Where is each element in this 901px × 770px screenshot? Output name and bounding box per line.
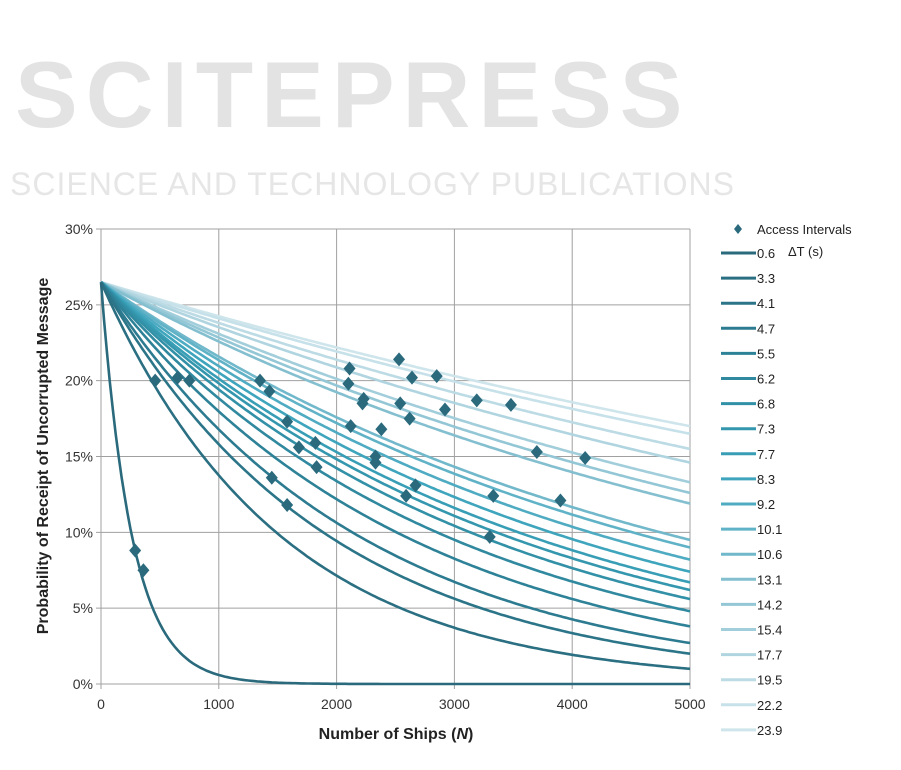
scatter-point	[344, 419, 357, 434]
series-line-3.3	[99, 281, 691, 671]
scatter-point	[357, 391, 370, 406]
series-line-6.2	[100, 281, 691, 613]
legend-label-4.7: 4.7	[757, 321, 775, 336]
scatter-point	[171, 370, 184, 385]
scatter-point	[263, 384, 276, 399]
legend-label-6.8: 6.8	[757, 397, 775, 412]
series-line-8.3	[100, 281, 691, 574]
legend-label-7.3: 7.3	[757, 422, 775, 437]
scatter-point	[375, 422, 388, 437]
scatter-point	[409, 478, 422, 493]
scatter-point	[554, 493, 567, 508]
series-line-4.1	[99, 281, 691, 655]
y-axis-label: Probability of Receipt of Uncorrupted Me…	[35, 278, 52, 635]
series-line-7.7	[100, 281, 691, 584]
scatter-point	[369, 455, 382, 470]
legend-label-14.2: 14.2	[757, 597, 782, 612]
y-tick-label: 25%	[65, 297, 93, 313]
scatter-point	[530, 444, 543, 459]
legend-label-13.1: 13.1	[757, 572, 782, 587]
scatter-point	[281, 414, 294, 429]
scatter-point	[438, 402, 451, 417]
legend-label-10.1: 10.1	[757, 522, 782, 537]
scatter-point	[483, 529, 496, 544]
series-line-4.7	[99, 281, 691, 645]
scatter-point	[265, 470, 278, 485]
series-line-6.8	[100, 281, 691, 601]
legend-label-5.5: 5.5	[757, 346, 775, 361]
scatter-point	[504, 397, 517, 412]
y-tick-label: 30%	[65, 221, 93, 237]
x-tick-label: 4000	[557, 696, 588, 712]
legend-label-15.4: 15.4	[757, 623, 782, 638]
x-axis-label: Number of Ships (N)	[319, 726, 474, 743]
watermark-subtitle: SCIENCE AND TECHNOLOGY PUBLICATIONS	[10, 166, 735, 202]
scatter-point	[579, 451, 592, 466]
scatter-point	[405, 370, 418, 385]
legend-label-4.1: 4.1	[757, 296, 775, 311]
series-line-10.1	[100, 281, 691, 549]
series-line-22.2	[100, 280, 691, 435]
tick-labels: 0% 5% 10% 15% 20% 25% 30% 0 1000 2000 3000 4000 5000	[65, 221, 706, 712]
watermark-title: SCITEPRESS	[15, 42, 691, 147]
legend-label-10.6: 10.6	[757, 547, 782, 562]
series-line-9.2	[100, 281, 691, 561]
series-line-7.3	[100, 281, 691, 592]
series-line-10.6	[100, 281, 691, 542]
scatter-point	[394, 396, 407, 411]
legend-label-access-intervals: Access Intervals	[757, 222, 852, 237]
series-line-13.1	[100, 280, 691, 505]
legend-label-23.9: 23.9	[757, 723, 782, 738]
scatter-point	[292, 440, 305, 455]
x-tick-label: 1000	[203, 696, 234, 712]
y-tick-label: 5%	[73, 600, 93, 616]
y-tick-label: 15%	[65, 449, 93, 465]
x-tick-label: 2000	[321, 696, 352, 712]
y-tick-label: 0%	[73, 676, 93, 692]
y-tick-label: 10%	[65, 524, 93, 540]
series-line-14.2	[100, 280, 691, 495]
legend-label-9.2: 9.2	[757, 497, 775, 512]
series-line-19.5	[100, 280, 691, 451]
scatter-point	[342, 376, 355, 391]
series-line-15.4	[100, 280, 691, 484]
legend-label-0.6: 0.6	[757, 246, 775, 261]
scatter-point	[254, 373, 267, 388]
x-tick-label: 3000	[439, 696, 470, 712]
scatter-point	[343, 361, 356, 376]
scatter-point	[281, 498, 294, 513]
legend-marker-access-intervals	[734, 224, 742, 234]
legend-label-17.7: 17.7	[757, 648, 782, 663]
legend-label-3.3: 3.3	[757, 271, 775, 286]
legend-label-19.5: 19.5	[757, 673, 782, 688]
x-tick-label: 5000	[674, 696, 705, 712]
y-tick-label: 20%	[65, 373, 93, 389]
scatter-points	[129, 352, 592, 578]
legend: Access Intervals 0.6 3.3 4.1 4.7 5.5 6.2 6.8 7.3…	[721, 222, 852, 738]
scatter-point	[430, 369, 443, 384]
scatter-point	[137, 563, 150, 578]
scatter-point	[470, 393, 483, 408]
legend-label-6.2: 6.2	[757, 372, 775, 387]
series-line-0.6	[99, 281, 690, 686]
scatter-point	[487, 488, 500, 503]
scatter-point	[183, 373, 196, 388]
legend-label-22.2: 22.2	[757, 698, 782, 713]
scatter-point	[310, 460, 323, 475]
series-line-17.7	[100, 280, 691, 464]
scatter-point	[393, 352, 406, 367]
series-line-5.5	[99, 281, 691, 628]
scatter-point	[309, 435, 322, 450]
legend-label-7.7: 7.7	[757, 447, 775, 462]
x-tick-label: 0	[97, 696, 105, 712]
curves	[99, 280, 691, 686]
legend-label-8.3: 8.3	[757, 472, 775, 487]
scatter-point	[149, 373, 162, 388]
scatter-point	[129, 543, 142, 558]
scatter-point	[403, 411, 416, 426]
legend-title: ΔT (s)	[788, 244, 823, 259]
scatter-point	[400, 488, 413, 503]
